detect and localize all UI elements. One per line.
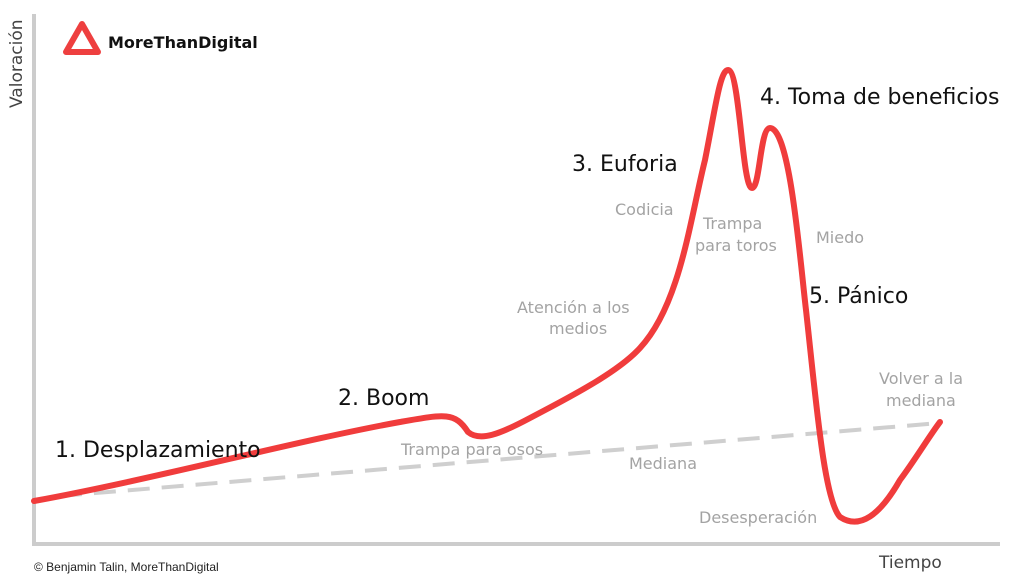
brand-name: MoreThanDigital bbox=[108, 33, 258, 52]
note-trampa-osos: Trampa para osos bbox=[400, 440, 543, 459]
note-trampa-toros-line1: Trampa bbox=[702, 214, 762, 233]
x-axis-label: Tiempo bbox=[878, 553, 942, 573]
phase-label-boom: 2. Boom bbox=[338, 386, 429, 411]
note-codicia: Codicia bbox=[615, 200, 674, 219]
phase-label-euforia: 3. Euforia bbox=[572, 152, 678, 177]
note-trampa-toros-line2: para toros bbox=[695, 236, 777, 255]
morethandigital-logo-icon bbox=[63, 21, 101, 55]
note-miedo: Miedo bbox=[816, 228, 864, 247]
note-mediana: Mediana bbox=[629, 454, 697, 473]
note-volver-line2: mediana bbox=[886, 391, 956, 410]
y-axis-label: Valoración bbox=[7, 19, 27, 108]
valuation-curve bbox=[31, 67, 943, 525]
copyright-credit: © Benjamin Talin, MoreThanDigital bbox=[34, 560, 219, 574]
phase-label-desplazamiento: 1. Desplazamiento bbox=[55, 438, 261, 463]
note-desesperacion: Desesperación bbox=[699, 508, 817, 527]
phase-label-toma-de-beneficios: 4. Toma de beneficios bbox=[760, 85, 1000, 110]
note-atencion-line1: Atención a los bbox=[517, 298, 630, 317]
note-atencion-line2: medios bbox=[549, 319, 607, 338]
note-volver-line1: Volver a la bbox=[879, 369, 963, 388]
median-trend-line bbox=[59, 421, 941, 498]
phase-label-panico: 5. Pánico bbox=[809, 284, 908, 309]
